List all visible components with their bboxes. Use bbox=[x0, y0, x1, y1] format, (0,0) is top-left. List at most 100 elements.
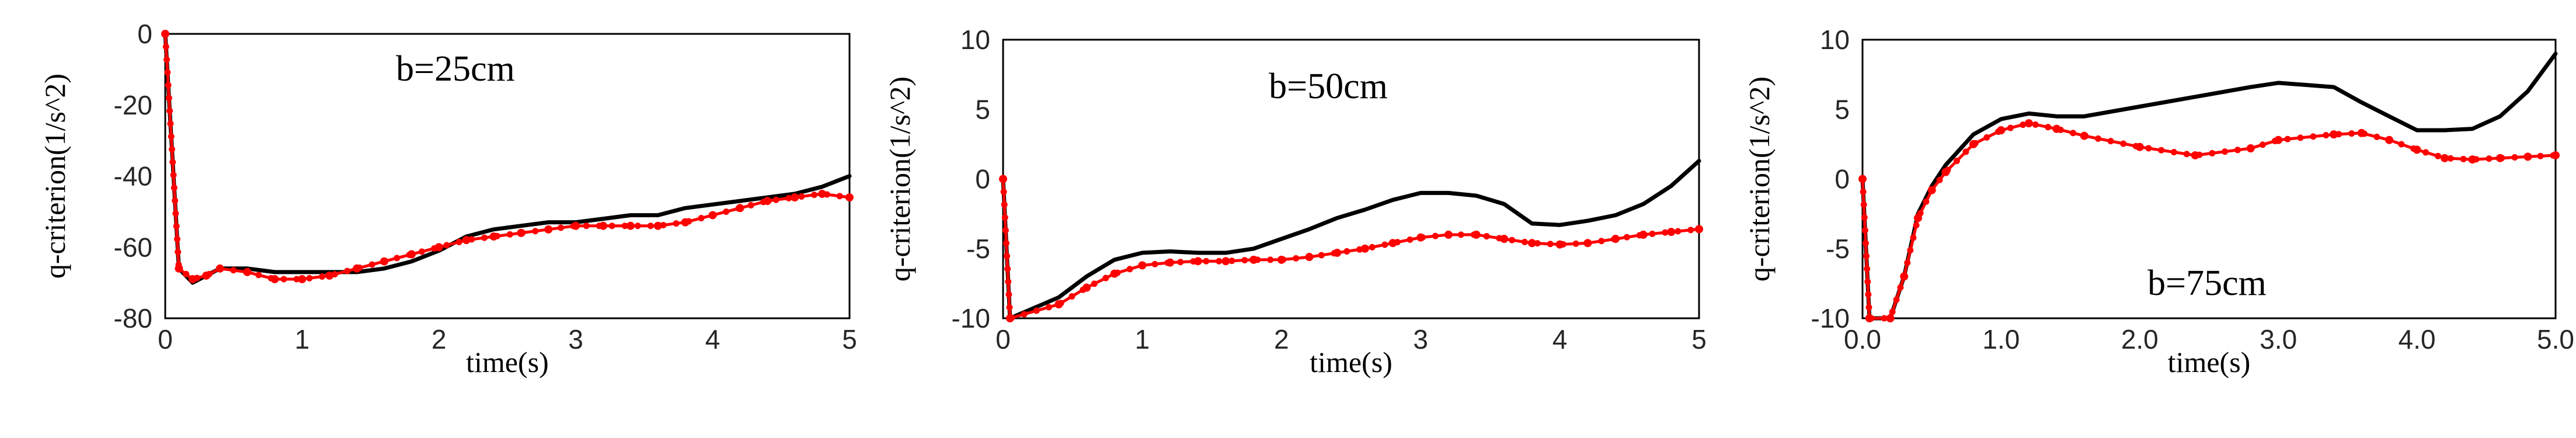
data-point-red bbox=[2135, 142, 2144, 151]
panel-annotation: b=50cm bbox=[1269, 67, 1388, 106]
data-point-red bbox=[1900, 272, 1909, 281]
data-point-red bbox=[1997, 126, 2006, 135]
y-tick-label: 0 bbox=[975, 164, 990, 194]
x-tick-label: 3 bbox=[1413, 324, 1428, 354]
x-tick-label: 1 bbox=[295, 324, 310, 354]
data-point-red bbox=[1249, 255, 1258, 264]
x-axis-label: time(s) bbox=[2168, 346, 2251, 378]
x-tick-label: 0 bbox=[158, 324, 173, 354]
x-tick-label: 4.0 bbox=[2399, 324, 2436, 354]
data-point-red bbox=[1639, 230, 1648, 239]
data-point-red bbox=[2523, 152, 2532, 161]
y-tick-label: 5 bbox=[1834, 94, 1850, 124]
data-point-red bbox=[1138, 261, 1147, 270]
x-tick-label: 4 bbox=[1552, 324, 1568, 354]
y-tick-label: -40 bbox=[114, 161, 152, 192]
x-tick-label: 4 bbox=[705, 324, 720, 354]
data-point-red bbox=[1858, 175, 1867, 183]
data-point-red bbox=[2357, 128, 2366, 137]
data-point-red bbox=[1695, 225, 1703, 234]
y-tick-label: -60 bbox=[114, 232, 152, 262]
y-tick-label: 10 bbox=[1820, 25, 1850, 55]
data-point-red bbox=[2080, 131, 2088, 140]
data-point-red bbox=[1886, 314, 1895, 322]
data-point-red bbox=[2024, 119, 2033, 128]
data-point-red bbox=[1555, 240, 1564, 249]
data-point-red bbox=[1333, 248, 1342, 257]
data-point-red bbox=[2468, 155, 2477, 164]
data-point-red bbox=[818, 189, 827, 198]
data-point-red bbox=[353, 264, 361, 273]
data-point-red bbox=[1360, 244, 1369, 253]
data-point-red bbox=[544, 225, 553, 234]
data-point-red bbox=[2496, 154, 2505, 162]
data-point-red bbox=[2385, 135, 2394, 144]
data-point-red bbox=[2274, 135, 2283, 144]
y-tick-label: -5 bbox=[1826, 234, 1850, 264]
panel-annotation: b=25cm bbox=[396, 49, 515, 89]
data-point-red bbox=[1472, 230, 1481, 239]
x-tick-label: 5 bbox=[1691, 324, 1707, 354]
data-point-red bbox=[572, 221, 580, 230]
data-point-red bbox=[1500, 235, 1509, 244]
x-tick-label: 5 bbox=[842, 324, 857, 354]
data-point-red bbox=[517, 228, 525, 237]
data-point-red bbox=[1583, 239, 1592, 248]
data-point-red bbox=[1527, 239, 1536, 248]
data-point-red bbox=[736, 204, 744, 213]
data-point-red bbox=[1969, 140, 1978, 148]
series-markers-red bbox=[1000, 176, 1703, 323]
x-axis-label: time(s) bbox=[1310, 346, 1393, 378]
data-point-red bbox=[175, 264, 183, 273]
data-point-red bbox=[434, 243, 443, 252]
x-tick-label: 2.0 bbox=[2121, 324, 2159, 354]
data-point-red bbox=[999, 175, 1007, 183]
y-tick-label: 10 bbox=[960, 25, 990, 55]
data-point-red bbox=[1277, 255, 1286, 264]
plot-area-frame bbox=[1861, 39, 2557, 319]
data-point-red bbox=[1865, 314, 1874, 322]
data-point-red bbox=[1054, 300, 1063, 309]
data-point-red bbox=[298, 275, 307, 284]
y-tick-label: -5 bbox=[966, 234, 990, 264]
data-point-red bbox=[2052, 124, 2061, 133]
y-tick-label: -20 bbox=[114, 90, 152, 120]
series-line-black bbox=[1001, 159, 1701, 321]
data-point-red bbox=[380, 257, 389, 266]
data-point-red bbox=[1913, 214, 1922, 223]
data-point-red bbox=[407, 250, 416, 259]
data-point-red bbox=[489, 232, 498, 241]
data-point-red bbox=[270, 275, 279, 284]
data-point-red bbox=[1166, 258, 1175, 267]
data-point-red bbox=[1611, 235, 1620, 244]
data-point-red bbox=[1221, 257, 1230, 266]
data-point-red bbox=[653, 221, 662, 230]
y-tick-label: 0 bbox=[137, 19, 152, 49]
x-tick-label: 1.0 bbox=[1982, 324, 2020, 354]
data-point-red bbox=[791, 193, 799, 202]
chart-panel-1: 0-20-40-60-800 1 2 3 4 5time(s)q-criterion(1/… bbox=[39, 19, 857, 378]
data-point-red bbox=[1193, 257, 1202, 266]
data-point-red bbox=[161, 30, 169, 38]
x-tick-label: 0.0 bbox=[1844, 324, 1881, 354]
y-tick-label: 0 bbox=[1834, 164, 1850, 194]
data-point-red bbox=[1388, 239, 1397, 248]
x-tick-label: 2 bbox=[1274, 324, 1289, 354]
data-point-red bbox=[325, 271, 334, 280]
data-point-red bbox=[2246, 144, 2255, 153]
data-point-red bbox=[2330, 130, 2338, 139]
data-point-red bbox=[845, 193, 854, 202]
data-point-red bbox=[599, 221, 608, 230]
data-point-red bbox=[1927, 186, 1936, 194]
data-point-red bbox=[2441, 154, 2449, 162]
data-point-red bbox=[1941, 168, 1950, 176]
data-point-red bbox=[188, 275, 197, 284]
data-point-red bbox=[708, 211, 717, 220]
x-axis-label: time(s) bbox=[466, 346, 549, 378]
y-tick-label: 5 bbox=[975, 94, 990, 124]
data-point-red bbox=[2413, 145, 2421, 154]
panel-annotation: b=75cm bbox=[2147, 263, 2267, 303]
data-point-red bbox=[215, 264, 224, 273]
